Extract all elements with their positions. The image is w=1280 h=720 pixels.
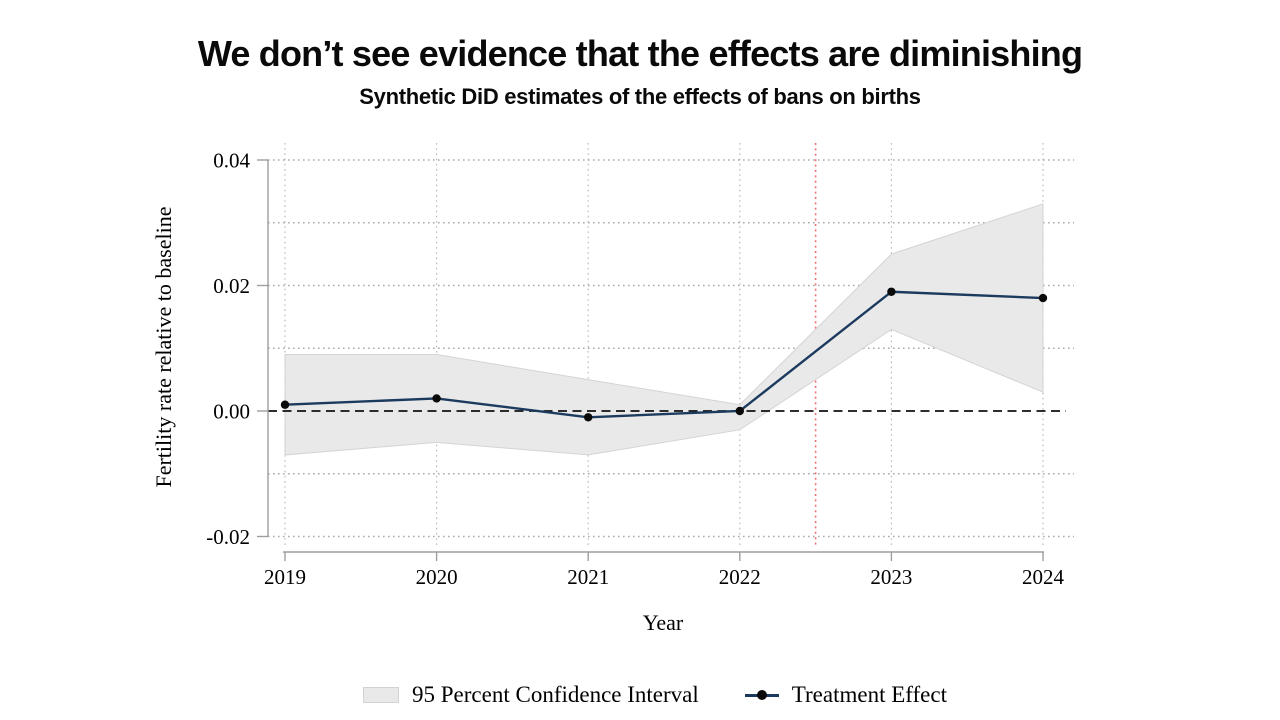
x-tick-label: 2019 — [264, 565, 306, 589]
legend-label-confidence-interval: 95 Percent Confidence Interval — [412, 682, 699, 707]
chart-subtitle: Synthetic DiD estimates of the effects o… — [359, 84, 921, 109]
y-tick-label: 0.00 — [213, 400, 250, 424]
ci-band-swatch — [363, 687, 400, 703]
data-point-marker — [280, 400, 290, 409]
y-tick-label: 0.02 — [213, 274, 250, 298]
treatment-effect-line — [284, 290, 1044, 419]
x-tick-label: 2024 — [1022, 565, 1065, 589]
x-tick-label: 2022 — [719, 565, 761, 589]
treatment-line-swatch — [744, 690, 779, 700]
chart-legend: 95 Percent Confidence Interval Treatment… — [0, 682, 1280, 708]
y-tick-label: 0.04 — [213, 149, 250, 173]
legend-item-confidence-interval: 95 Percent Confidence Interval — [363, 682, 699, 708]
x-tick-label: 2023 — [870, 565, 912, 589]
legend-marker-dot-icon — [756, 690, 767, 700]
x-tick-label: 2020 — [416, 565, 458, 589]
x-tick-label: 2021 — [567, 565, 609, 589]
data-point-marker — [584, 413, 593, 422]
x-axis-title: Year — [642, 610, 684, 635]
data-point-marker — [735, 406, 744, 416]
data-point-marker — [1038, 293, 1048, 303]
data-point-marker — [432, 394, 441, 403]
data-point-marker — [887, 287, 896, 296]
y-tick-label: -0.02 — [206, 525, 250, 549]
chart-title: We don’t see evidence that the effects a… — [197, 33, 1083, 74]
legend-label-treatment-effect: Treatment Effect — [791, 682, 947, 707]
confidence-interval-band — [284, 203, 1044, 456]
legend-item-treatment-effect: Treatment Effect — [744, 682, 947, 708]
